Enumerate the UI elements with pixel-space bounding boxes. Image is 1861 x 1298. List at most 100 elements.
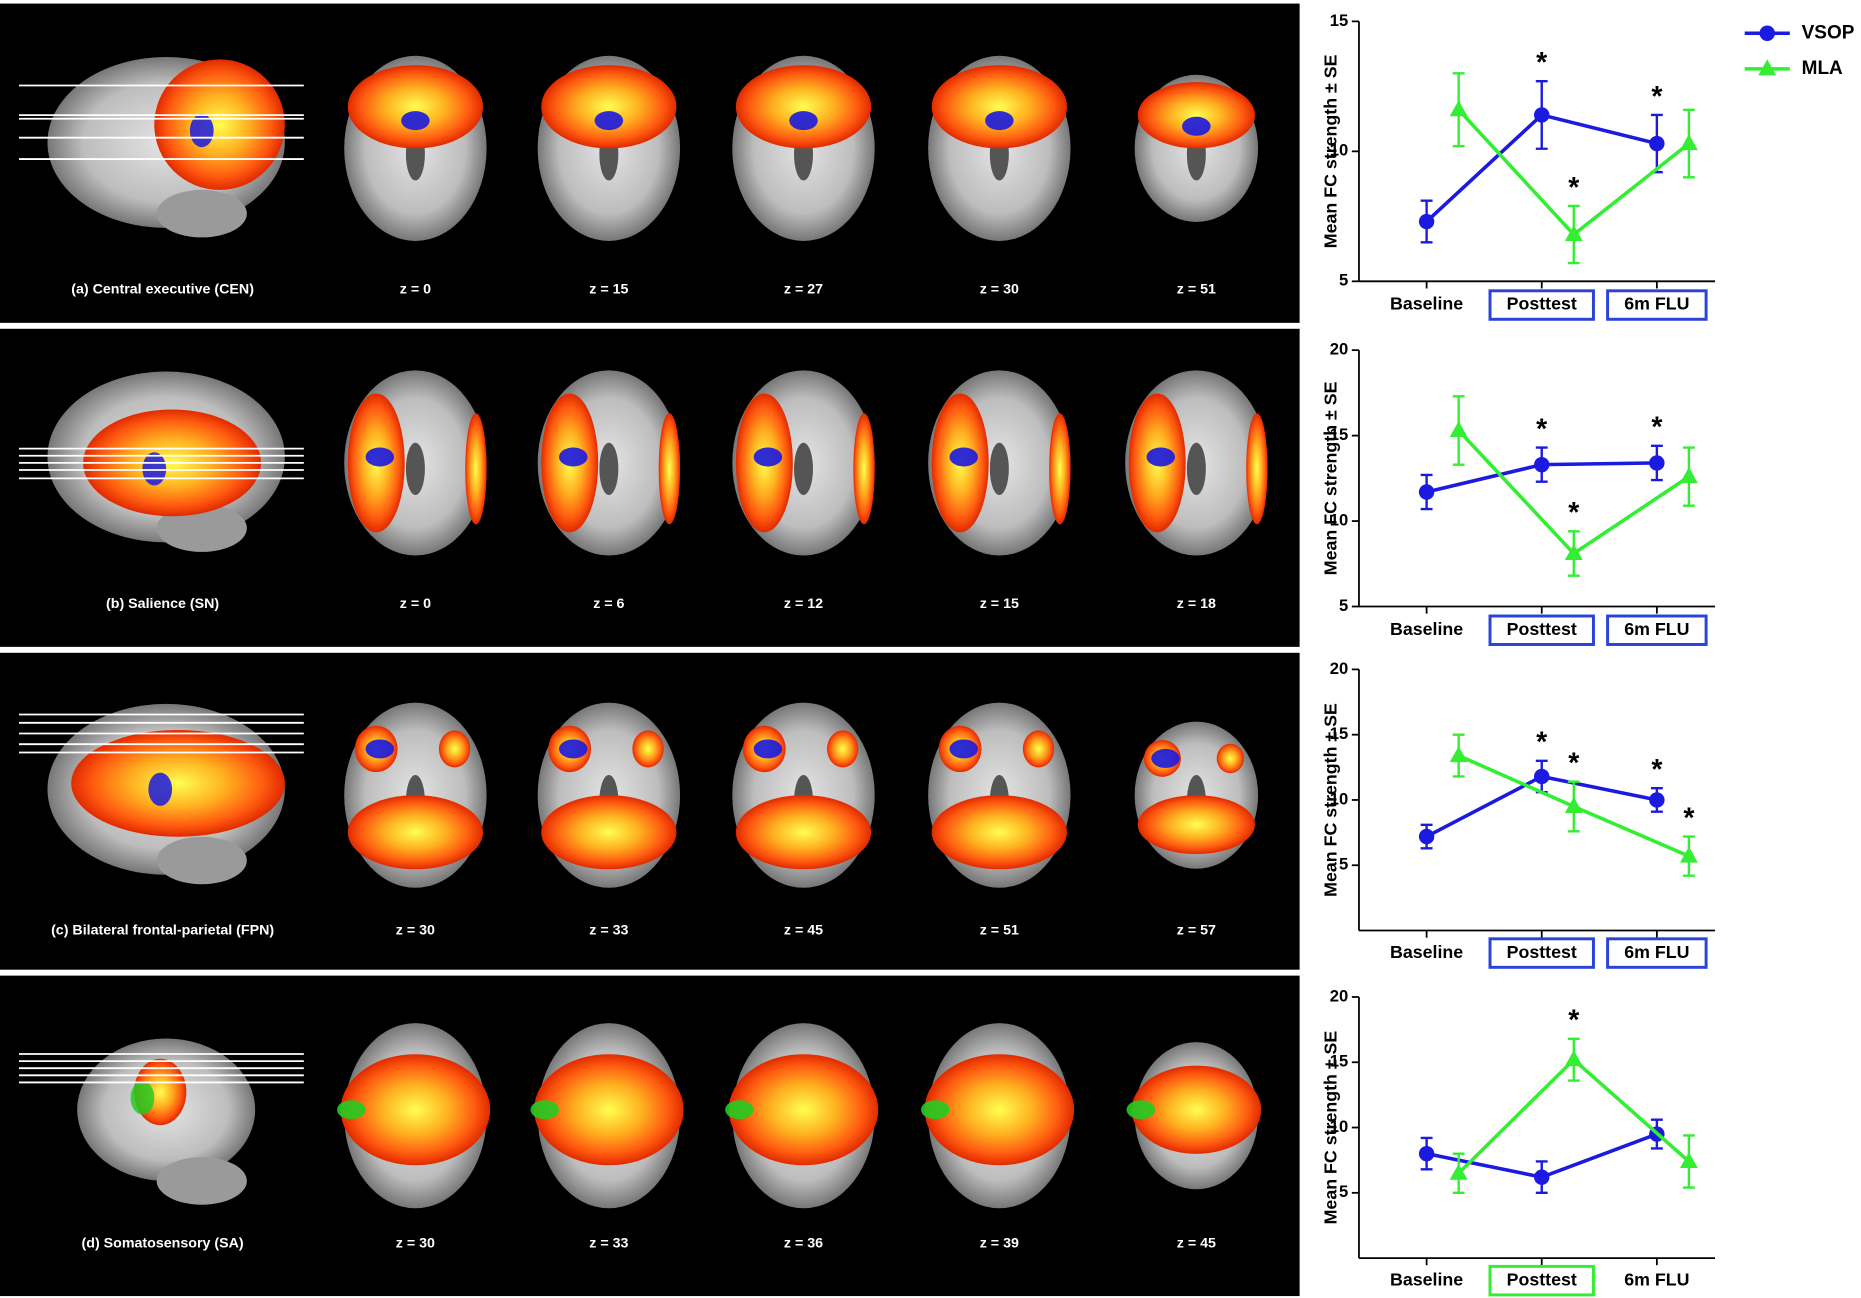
- slice-label: z = 18: [1177, 596, 1216, 612]
- y-tick-label: 10: [1330, 789, 1348, 808]
- legend-marker: [1759, 25, 1775, 41]
- x-tick-label: Baseline: [1390, 294, 1463, 314]
- x-tick-label: 6m FLU: [1624, 942, 1689, 962]
- significance-mark: *: [1568, 497, 1580, 529]
- slice-label: z = 15: [980, 596, 1019, 612]
- panel-label: (c) Bilateral frontal-parietal (FPN): [51, 922, 274, 938]
- y-tick-label: 15: [1330, 724, 1348, 743]
- activation: [827, 730, 859, 768]
- cluster: [1151, 748, 1180, 768]
- significance-mark: *: [1651, 754, 1663, 786]
- data-point: [1449, 100, 1468, 117]
- category-box: [1488, 614, 1595, 646]
- activation: [735, 795, 872, 870]
- significance-mark: *: [1536, 727, 1548, 759]
- cluster: [1182, 116, 1211, 136]
- significance-mark: *: [1568, 1005, 1580, 1037]
- cerebellum: [156, 504, 247, 552]
- slice-label: z = 51: [980, 922, 1019, 938]
- cluster: [148, 772, 173, 806]
- cluster: [130, 1081, 155, 1115]
- slice-label: z = 12: [784, 596, 823, 612]
- slice-label: z = 15: [589, 281, 628, 297]
- legend-marker: [1758, 59, 1777, 76]
- data-point: [1449, 420, 1468, 438]
- data-point: [1680, 134, 1698, 151]
- slice-label: z = 45: [1177, 1236, 1216, 1252]
- activation: [465, 413, 487, 525]
- activation: [924, 1054, 1075, 1166]
- cluster: [949, 739, 978, 759]
- significance-mark: *: [1651, 412, 1663, 444]
- activation: [1216, 743, 1244, 774]
- y-tick-label: 20: [1330, 659, 1348, 678]
- y-tick-label: 10: [1330, 141, 1348, 160]
- cluster: [337, 1100, 366, 1120]
- cluster: [401, 111, 430, 131]
- activation: [347, 65, 484, 149]
- activation: [931, 65, 1067, 149]
- y-tick-label: 5: [1339, 271, 1348, 290]
- cluster: [1126, 1100, 1156, 1120]
- activation: [1022, 730, 1055, 768]
- cerebellum: [156, 836, 247, 885]
- activation: [1137, 82, 1255, 149]
- slice-label: z = 57: [1177, 922, 1216, 938]
- data-point: [1680, 467, 1698, 484]
- slice-label: z = 33: [589, 1236, 628, 1252]
- slice-label: z = 6: [593, 596, 624, 612]
- legend-label: MLA: [1802, 58, 1843, 79]
- data-point: [1449, 746, 1468, 763]
- ventricle: [794, 442, 814, 495]
- y-axis-label: Mean FC strength ± SE: [1320, 381, 1340, 575]
- data-point: [1534, 456, 1550, 473]
- activation: [1131, 1065, 1262, 1154]
- activation: [438, 730, 471, 768]
- slice-label: z = 30: [980, 281, 1019, 297]
- y-axis-label: Mean FC strength ± SE: [1320, 1031, 1340, 1225]
- category-box: [1488, 937, 1595, 969]
- significance-mark: *: [1568, 748, 1580, 780]
- significance-mark: *: [1651, 81, 1663, 113]
- slice-label: z = 27: [784, 281, 823, 297]
- category-box: [1488, 1264, 1595, 1297]
- data-point: [1534, 1169, 1550, 1185]
- activation: [853, 413, 875, 525]
- slice-label: z = 33: [589, 922, 628, 938]
- x-tick-label: 6m FLU: [1624, 619, 1689, 639]
- significance-mark: *: [1683, 802, 1695, 834]
- y-tick-label: 5: [1339, 1182, 1348, 1201]
- y-tick-label: 15: [1330, 11, 1348, 30]
- activation: [71, 729, 285, 837]
- x-tick-label: Posttest: [1507, 294, 1577, 314]
- x-tick-label: Posttest: [1507, 942, 1577, 962]
- slice-label: z = 30: [396, 1236, 435, 1252]
- cluster: [530, 1100, 560, 1120]
- data-point: [1649, 792, 1665, 808]
- activation: [658, 413, 681, 525]
- legend-label: VSOP: [1802, 22, 1855, 43]
- slice-label: z = 0: [400, 596, 431, 612]
- data-point: [1564, 225, 1583, 242]
- cerebellum: [156, 1157, 247, 1205]
- y-tick-label: 20: [1330, 340, 1348, 359]
- data-point: [1649, 455, 1665, 471]
- cluster: [189, 113, 214, 148]
- data-point: [1534, 768, 1550, 785]
- data-point: [1649, 135, 1665, 152]
- slice-label: z = 36: [784, 1236, 823, 1252]
- data-point: [1449, 1163, 1468, 1180]
- cluster: [921, 1100, 950, 1120]
- activation: [541, 65, 677, 149]
- activation: [632, 730, 664, 768]
- slice-label: z = 30: [396, 922, 435, 938]
- data-point: [1418, 484, 1435, 500]
- slice-label: z = 0: [400, 281, 431, 297]
- slice-label: z = 45: [784, 922, 823, 938]
- x-tick-label: Posttest: [1507, 619, 1577, 639]
- ventricle: [599, 442, 619, 495]
- y-tick-label: 10: [1330, 1117, 1348, 1136]
- y-axis-label: Mean FC strength ± SE: [1320, 703, 1340, 897]
- activation: [1049, 413, 1071, 525]
- ventricle: [989, 442, 1009, 495]
